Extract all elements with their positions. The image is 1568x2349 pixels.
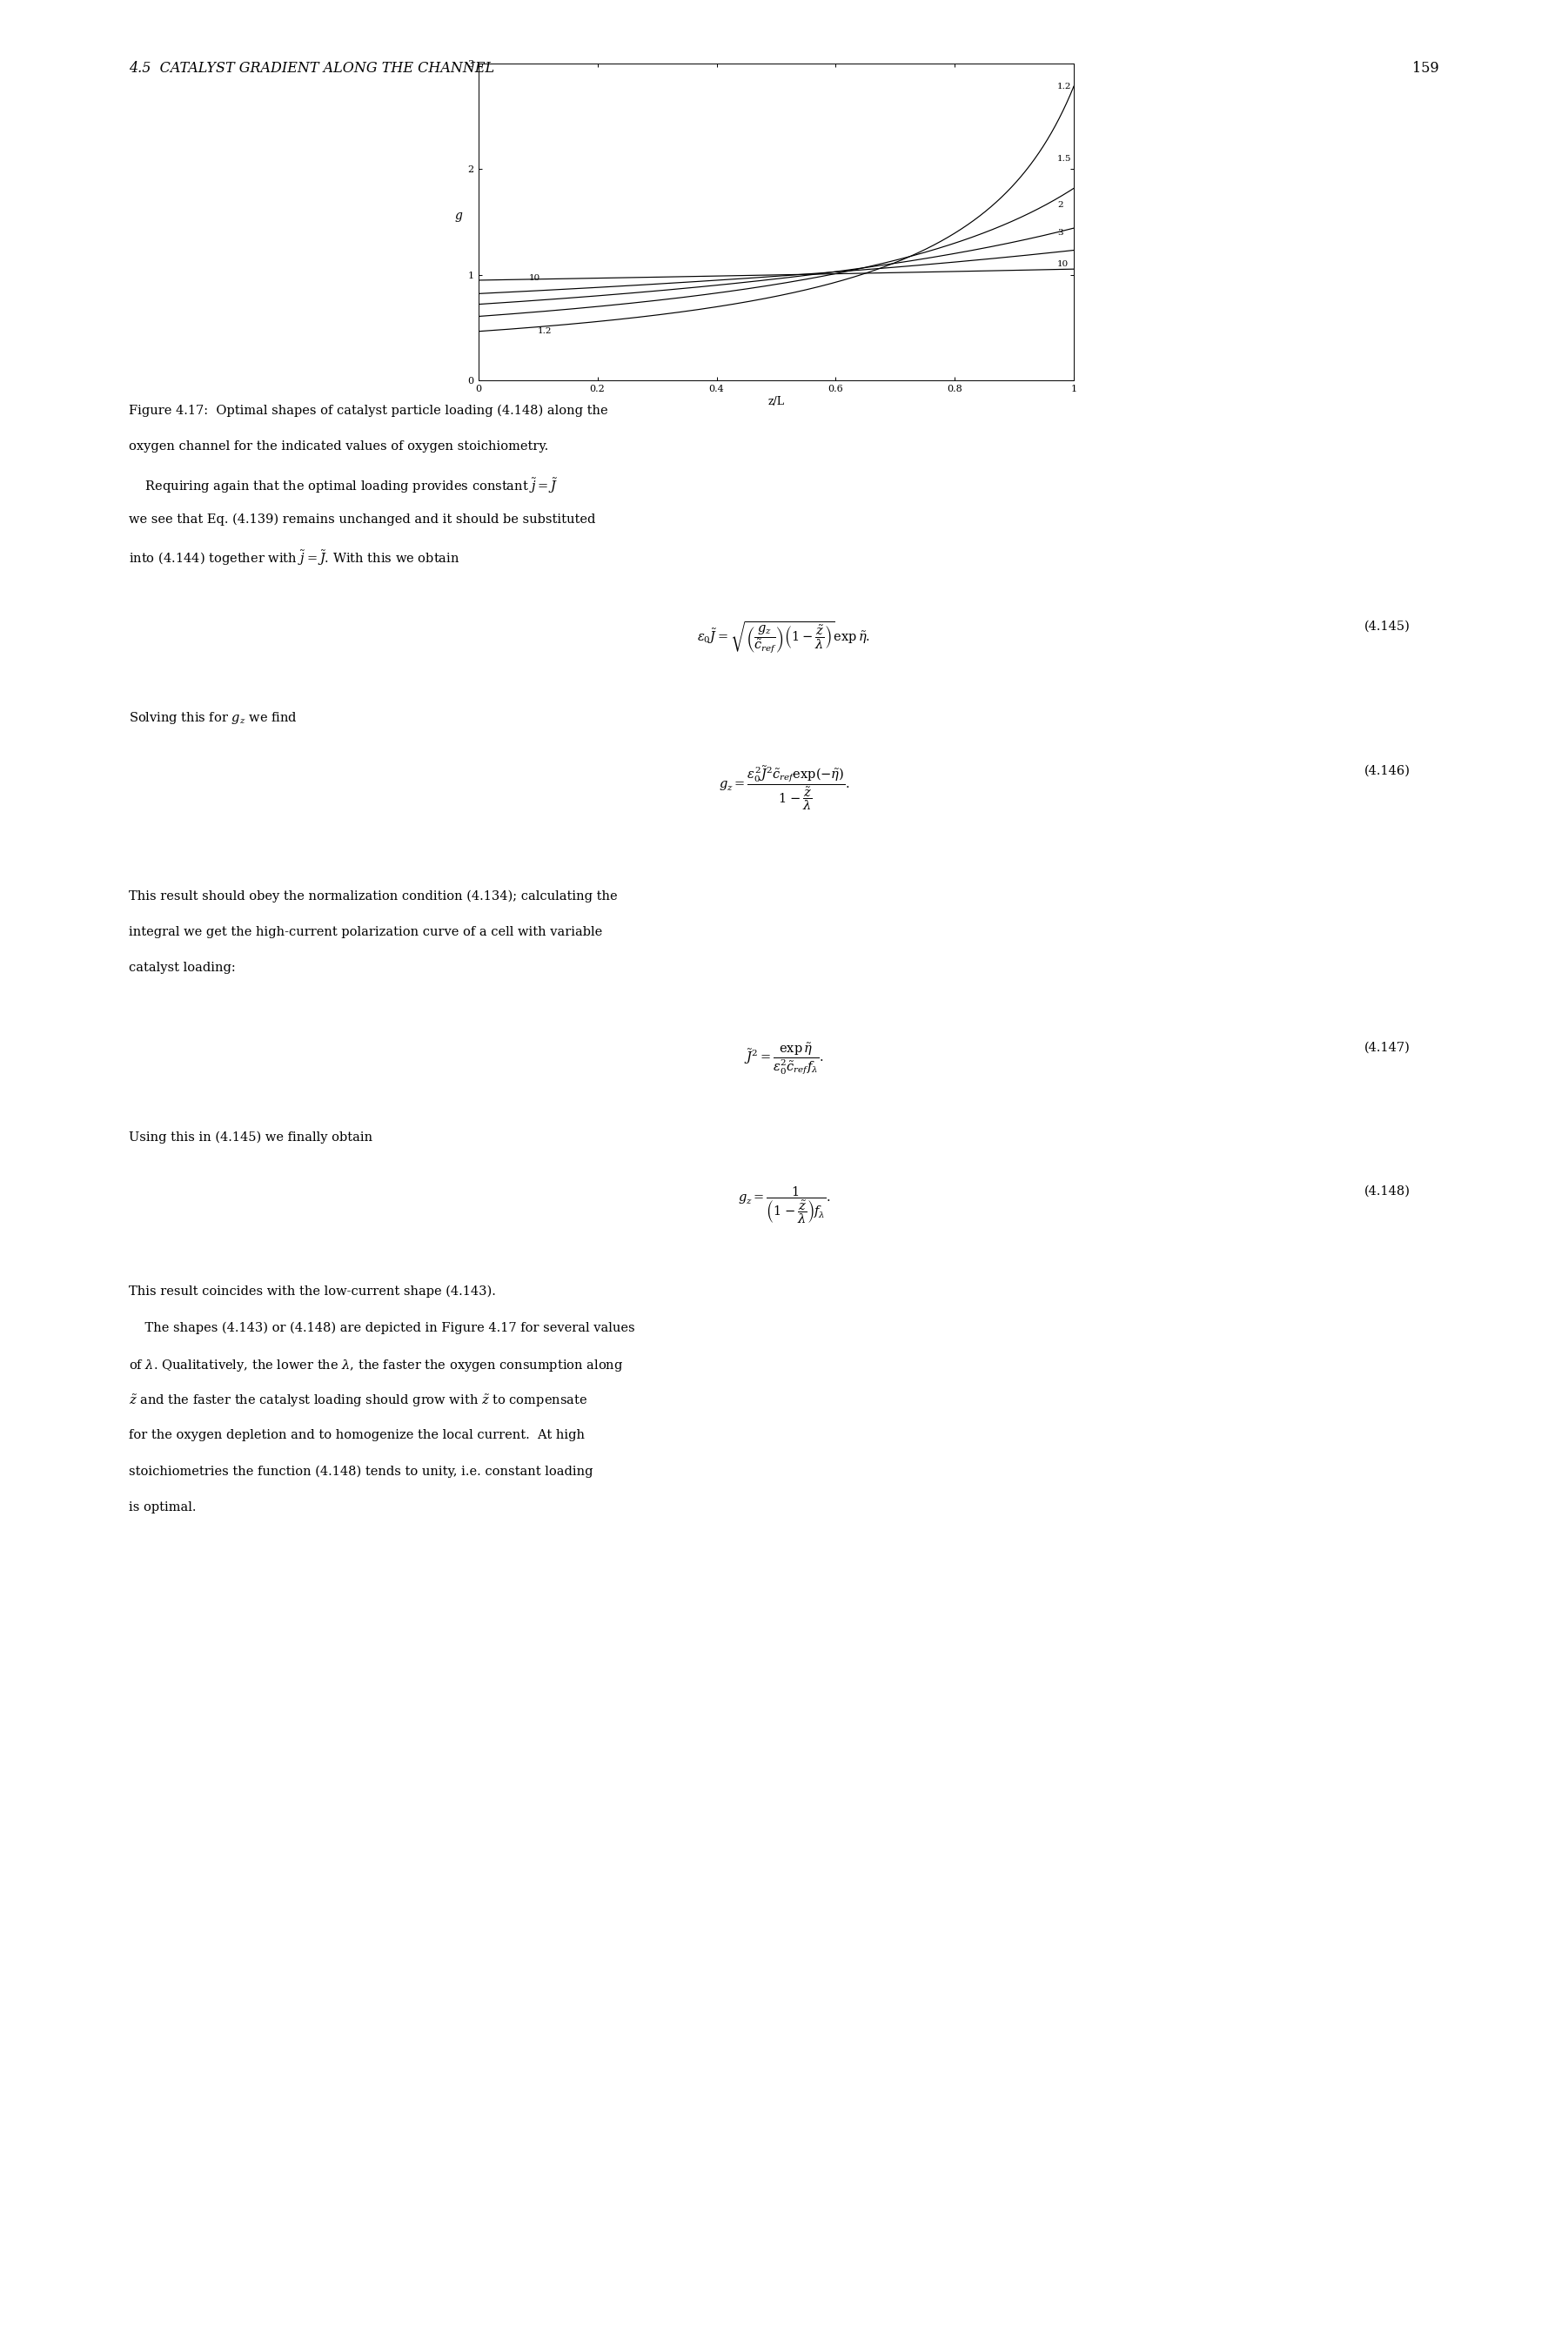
Text: Figure 4.17:  Optimal shapes of catalyst particle loading (4.148) along the: Figure 4.17: Optimal shapes of catalyst …: [129, 404, 608, 416]
Text: we see that Eq. (4.139) remains unchanged and it should be substituted: we see that Eq. (4.139) remains unchange…: [129, 512, 596, 526]
X-axis label: z/L: z/L: [768, 397, 784, 406]
Text: (4.147): (4.147): [1364, 1041, 1410, 1052]
Text: This result coincides with the low-current shape (4.143).: This result coincides with the low-curre…: [129, 1285, 495, 1299]
Text: integral we get the high-current polarization curve of a cell with variable: integral we get the high-current polariz…: [129, 926, 602, 937]
Text: 159: 159: [1413, 61, 1439, 75]
Text: This result should obey the normalization condition (4.134); calculating the: This result should obey the normalizatio…: [129, 890, 618, 902]
Text: oxygen channel for the indicated values of oxygen stoichiometry.: oxygen channel for the indicated values …: [129, 439, 549, 451]
Text: Requiring again that the optimal loading provides constant $\tilde{j} = \tilde{J: Requiring again that the optimal loading…: [129, 477, 558, 496]
Text: for the oxygen depletion and to homogenize the local current.  At high: for the oxygen depletion and to homogeni…: [129, 1428, 585, 1442]
Text: is optimal.: is optimal.: [129, 1501, 196, 1513]
Text: (4.146): (4.146): [1364, 763, 1410, 778]
Text: The shapes (4.143) or (4.148) are depicted in Figure 4.17 for several values: The shapes (4.143) or (4.148) are depict…: [129, 1322, 635, 1334]
Text: $g_z = \dfrac{1}{\left(1 - \dfrac{\tilde{z}}{\lambda}\right) f_\lambda}.$: $g_z = \dfrac{1}{\left(1 - \dfrac{\tilde…: [737, 1184, 831, 1226]
Text: 1.2: 1.2: [538, 327, 552, 336]
Text: 10: 10: [1057, 261, 1069, 268]
Text: (4.148): (4.148): [1364, 1184, 1410, 1198]
Text: 1.5: 1.5: [1057, 155, 1073, 162]
Text: $\varepsilon_0 \tilde{J} = \sqrt{\left(\dfrac{g_z}{\tilde{c}_{ref}}\right) \left: $\varepsilon_0 \tilde{J} = \sqrt{\left(\…: [698, 620, 870, 655]
Text: 2: 2: [1057, 202, 1063, 209]
Text: $\tilde{J}^2 = \dfrac{\exp \tilde{\eta}}{\varepsilon_0^2 \tilde{c}_{ref} f_\lamb: $\tilde{J}^2 = \dfrac{\exp \tilde{\eta}}…: [745, 1041, 823, 1076]
Text: 4.5  CATALYST GRADIENT ALONG THE CHANNEL: 4.5 CATALYST GRADIENT ALONG THE CHANNEL: [129, 61, 494, 75]
Text: 1.2: 1.2: [1057, 82, 1073, 92]
Text: $g_z = \dfrac{\varepsilon_0^2 \tilde{J}^2 \tilde{c}_{ref} \exp(-\tilde{\eta})}{1: $g_z = \dfrac{\varepsilon_0^2 \tilde{J}^…: [718, 763, 850, 813]
Text: catalyst loading:: catalyst loading:: [129, 963, 235, 975]
Text: into (4.144) together with $\tilde{j} = \tilde{J}$. With this we obtain: into (4.144) together with $\tilde{j} = …: [129, 550, 459, 568]
Text: Solving this for $g_z$ we find: Solving this for $g_z$ we find: [129, 709, 298, 726]
Text: Using this in (4.145) we finally obtain: Using this in (4.145) we finally obtain: [129, 1130, 372, 1144]
Text: 10: 10: [528, 275, 541, 282]
Text: $\tilde{z}$ and the faster the catalyst loading should grow with $\tilde{z}$ to : $\tilde{z}$ and the faster the catalyst …: [129, 1393, 588, 1409]
Text: (4.145): (4.145): [1364, 620, 1410, 632]
Text: of $\lambda$. Qualitatively, the lower the $\lambda$, the faster the oxygen cons: of $\lambda$. Qualitatively, the lower t…: [129, 1358, 622, 1374]
Text: 3: 3: [1057, 228, 1063, 237]
Y-axis label: g: g: [455, 209, 463, 223]
Text: stoichiometries the function (4.148) tends to unity, i.e. constant loading: stoichiometries the function (4.148) ten…: [129, 1466, 593, 1478]
